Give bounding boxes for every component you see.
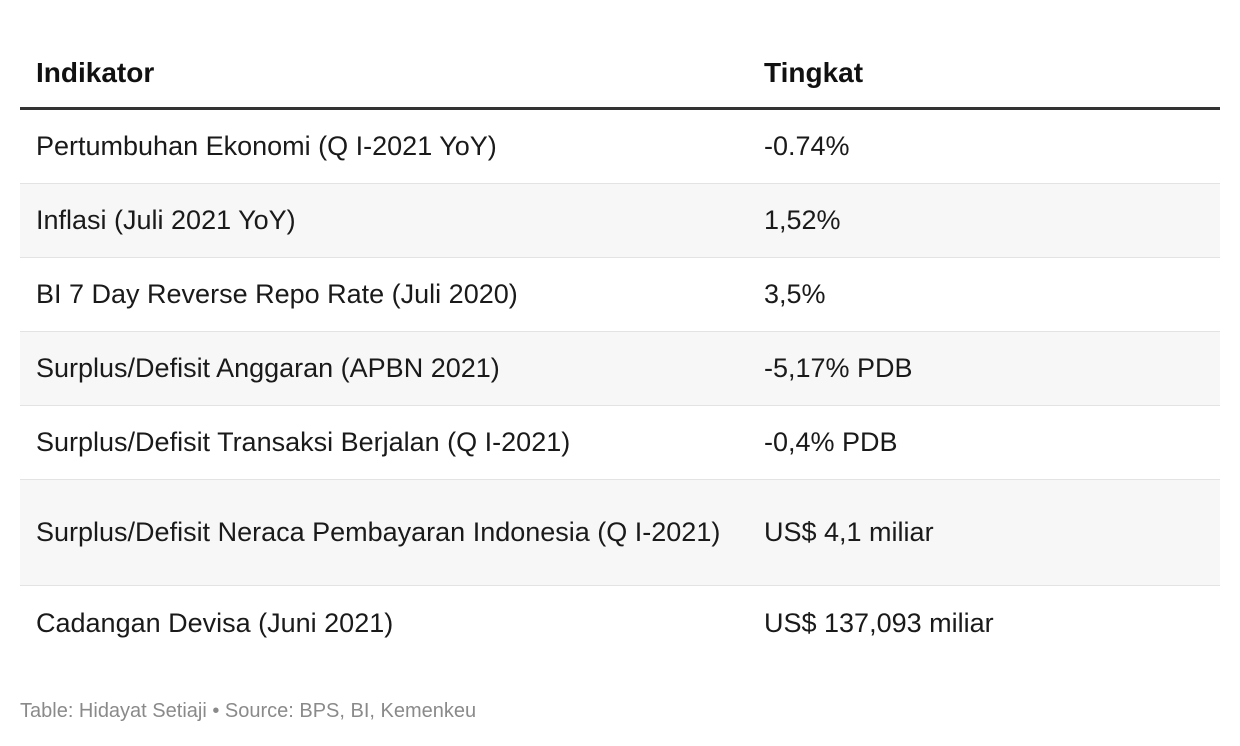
table-row: Pertumbuhan Ekonomi (Q I-2021 YoY) -0.74…: [20, 110, 1220, 184]
indikator-cell: BI 7 Day Reverse Repo Rate (Juli 2020): [36, 279, 518, 309]
table-row: Surplus/Defisit Anggaran (APBN 2021) -5,…: [20, 332, 1220, 406]
tingkat-cell: -5,17% PDB: [764, 353, 913, 383]
tingkat-cell: US$ 4,1 miliar: [764, 517, 934, 547]
tingkat-cell: 1,52%: [764, 205, 841, 235]
column-header-tingkat: Tingkat: [764, 57, 864, 88]
data-table: Indikator Tingkat Pertumbuhan Ekonomi (Q…: [20, 38, 1220, 660]
indikator-cell: Surplus/Defisit Neraca Pembayaran Indone…: [36, 517, 721, 547]
indikator-cell: Pertumbuhan Ekonomi (Q I-2021 YoY): [36, 131, 497, 161]
table-row: BI 7 Day Reverse Repo Rate (Juli 2020) 3…: [20, 258, 1220, 332]
column-header-indikator: Indikator: [36, 57, 155, 88]
indikator-cell: Surplus/Defisit Anggaran (APBN 2021): [36, 353, 500, 383]
table-footer-note: Table: Hidayat Setiaji • Source: BPS, BI…: [20, 700, 477, 722]
indikator-cell: Inflasi (Juli 2021 YoY): [36, 205, 296, 235]
table-row: Surplus/Defisit Neraca Pembayaran Indone…: [20, 480, 1220, 586]
indikator-cell: Cadangan Devisa (Juni 2021): [36, 607, 394, 638]
table-row: Inflasi (Juli 2021 YoY) 1,52%: [20, 184, 1220, 258]
table-header-row: Indikator Tingkat: [20, 38, 1220, 110]
table-row: Surplus/Defisit Transaksi Berjalan (Q I-…: [20, 406, 1220, 480]
tingkat-cell: -0,4% PDB: [764, 427, 898, 457]
tingkat-cell: -0.74%: [764, 131, 850, 161]
tingkat-cell: 3,5%: [764, 279, 826, 309]
indikator-cell: Surplus/Defisit Transaksi Berjalan (Q I-…: [36, 427, 571, 457]
tingkat-cell: US$ 137,093 miliar: [764, 607, 994, 638]
table-row: Cadangan Devisa (Juni 2021) US$ 137,093 …: [20, 586, 1220, 660]
